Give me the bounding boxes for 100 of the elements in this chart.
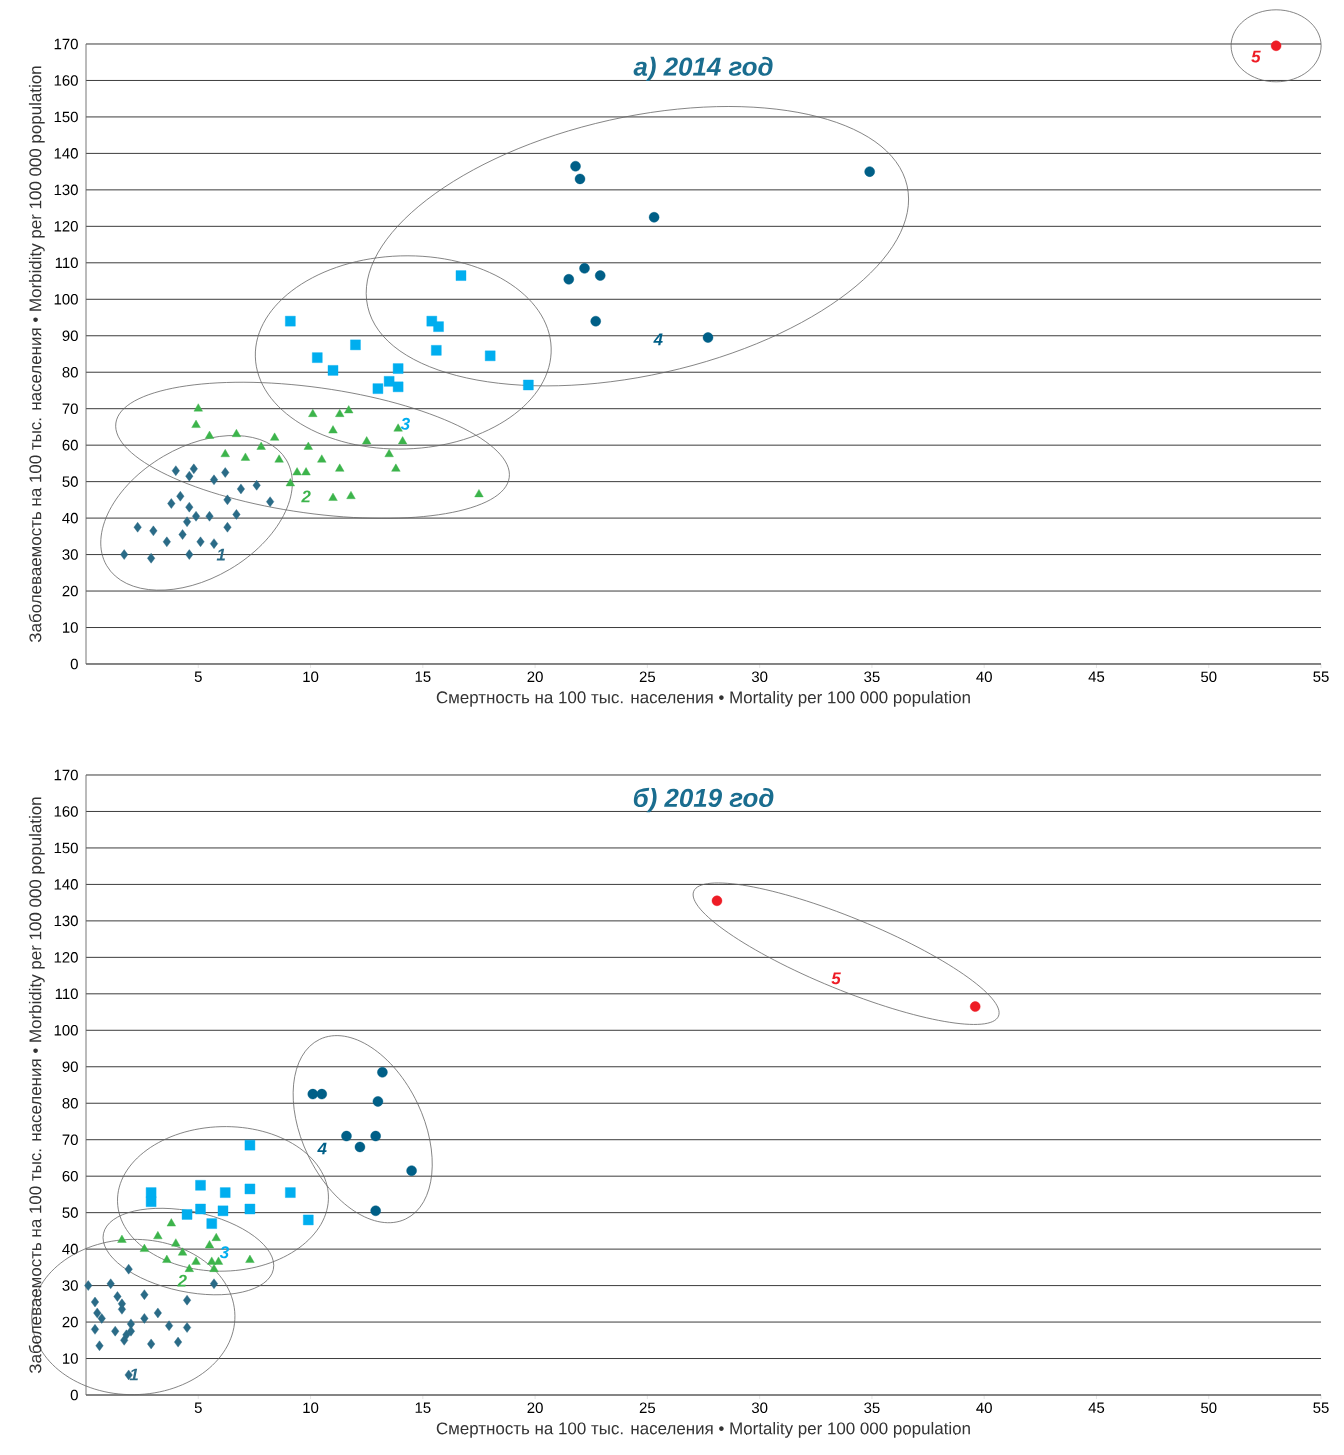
point	[864, 166, 875, 177]
point	[147, 1338, 156, 1350]
point	[392, 363, 404, 374]
x-tick-label: 20	[527, 671, 543, 683]
point	[455, 270, 467, 281]
point	[244, 1139, 256, 1151]
y-tick-label: 30	[62, 1280, 78, 1291]
point	[563, 274, 574, 285]
x-tick-label: 10	[303, 671, 319, 683]
x-tick-label: 20	[527, 1402, 543, 1414]
chart-title: б) 2019 год	[633, 787, 774, 813]
y-tick-label: 60	[62, 439, 78, 451]
x-tick-label: 50	[1201, 1402, 1217, 1414]
point	[174, 1336, 183, 1348]
point	[113, 1291, 122, 1302]
point	[91, 1324, 99, 1335]
point	[210, 1278, 218, 1289]
point	[431, 345, 442, 356]
point	[312, 352, 323, 363]
series-label: 5	[1251, 50, 1261, 63]
y-tick-label: 110	[55, 257, 78, 269]
y-tick-label: 170	[54, 769, 78, 781]
y-tick-label: 90	[62, 1061, 78, 1073]
point	[165, 1320, 174, 1331]
point	[181, 1209, 193, 1220]
x-tick-label: 15	[415, 671, 431, 682]
y-tick-label: 130	[54, 915, 78, 927]
point	[95, 1340, 104, 1351]
text: 4	[653, 333, 663, 346]
x-tick-label: 45	[1088, 671, 1105, 682]
point	[153, 1231, 163, 1240]
x-axis-title: Смертность на 100 тыс. населения • Mortality per 100 000 population	[436, 1421, 970, 1438]
point	[106, 1278, 115, 1289]
series-label: 3	[400, 417, 410, 430]
series-label: 3	[219, 1246, 229, 1259]
y-tick-label: 50	[62, 1207, 78, 1218]
series-label: 4	[317, 1142, 327, 1155]
point	[523, 379, 534, 391]
point	[195, 1180, 206, 1191]
y-tick-label: 40	[62, 1243, 78, 1255]
point	[433, 321, 444, 332]
point	[285, 1187, 296, 1198]
y-tick-label: 70	[62, 403, 78, 414]
x-tick-label: 45	[1088, 1402, 1105, 1413]
series-label: 2	[301, 490, 311, 503]
y-tick-label: 120	[54, 221, 78, 232]
y-tick-label: 70	[62, 1134, 78, 1145]
x-tick-label: 40	[976, 1402, 992, 1414]
y-tick-label: 120	[54, 952, 78, 963]
point	[140, 1313, 149, 1324]
x-tick-label: 35	[864, 671, 880, 683]
y-tick-label: 80	[62, 366, 78, 378]
point	[484, 350, 496, 362]
y-tick-label: 160	[54, 75, 78, 86]
y-tick-label: 150	[54, 111, 78, 123]
point	[307, 1088, 318, 1100]
x-tick-label: 25	[639, 1402, 656, 1414]
y-tick-label: 30	[62, 549, 78, 560]
point	[153, 1307, 162, 1319]
point	[166, 1218, 176, 1227]
x-tick-label: 40	[976, 671, 992, 683]
y-tick-label: 140	[54, 148, 78, 159]
point	[178, 1247, 188, 1256]
x-tick-label: 5	[194, 671, 202, 682]
x-tick-label: 50	[1201, 671, 1217, 683]
point	[195, 1203, 206, 1215]
point	[1270, 40, 1282, 52]
point	[183, 1322, 191, 1333]
x-tick-label: 55	[1313, 671, 1329, 682]
point	[93, 1307, 102, 1319]
point	[350, 339, 361, 351]
point	[406, 1165, 417, 1176]
y-tick-label: 50	[62, 476, 78, 487]
x-tick-label: 30	[751, 671, 768, 683]
text: 5	[831, 972, 841, 985]
y-tick-label: 10	[63, 622, 78, 633]
point	[145, 1196, 157, 1207]
point	[171, 1238, 181, 1247]
y-tick-label: 40	[62, 512, 78, 524]
series-label: 2	[177, 1274, 187, 1287]
point	[84, 1280, 93, 1291]
point	[648, 212, 660, 223]
point	[574, 173, 586, 185]
y-tick-label: 160	[54, 806, 78, 817]
point	[370, 1205, 381, 1217]
point	[124, 1263, 133, 1275]
point	[244, 1183, 256, 1195]
point	[595, 270, 606, 281]
x-tick-label: 55	[1313, 1402, 1329, 1413]
y-tick-label: 20	[62, 1316, 78, 1328]
point	[327, 365, 339, 376]
chart-title: а) 2014 год	[633, 56, 773, 81]
x-tick-label: 35	[864, 1402, 880, 1414]
point	[370, 1130, 381, 1142]
point	[590, 315, 601, 327]
point	[217, 1205, 229, 1217]
y-tick-label: 60	[62, 1170, 78, 1182]
y-axis-title: Заболеваемость на 100 тыс. населения • Morbidity per 100 000 population	[28, 797, 45, 1374]
point	[245, 1254, 255, 1263]
y-tick-label: 100	[54, 293, 78, 305]
